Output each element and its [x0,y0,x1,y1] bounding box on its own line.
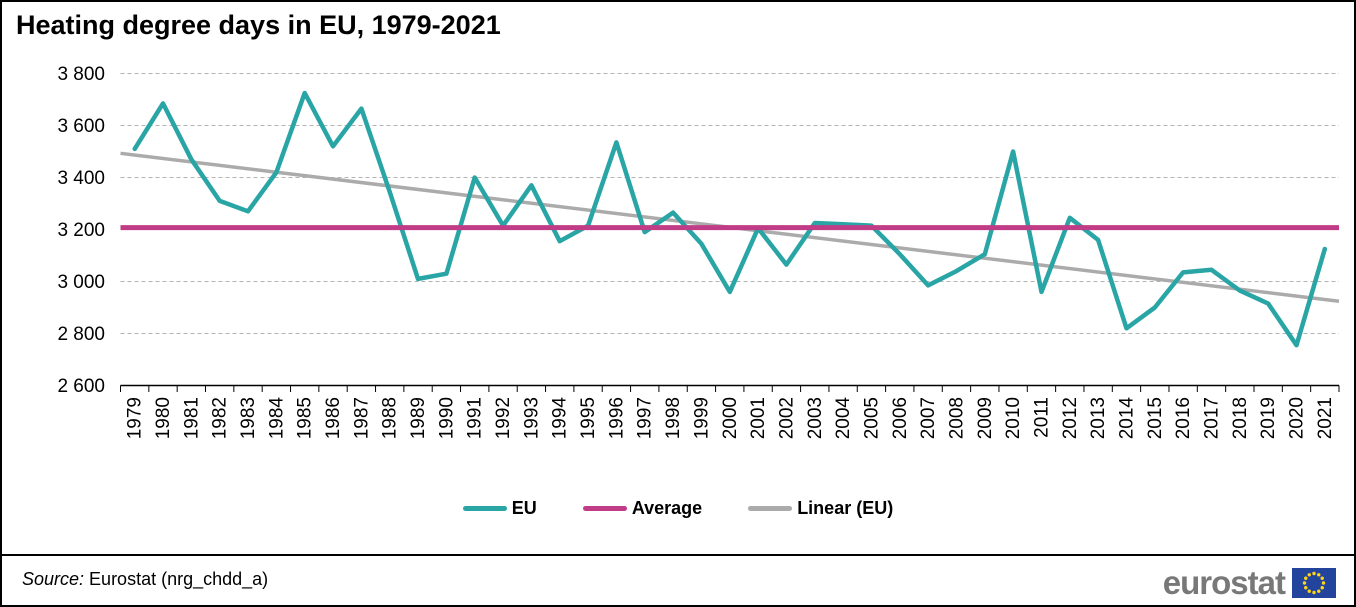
source-note: Source: Eurostat (nrg_chdd_a) [22,569,268,590]
chart-legend: EU Average Linear (EU) [2,498,1354,519]
x-tick-label: 2019 [1258,397,1279,439]
legend-item: Linear (EU) [748,498,893,519]
x-tick-label: 2001 [748,397,769,439]
x-tick-label: 2010 [1003,397,1024,439]
x-tick-label: 1994 [550,397,571,440]
x-tick-label: 1993 [521,397,542,439]
y-tick-label: 2 800 [57,324,105,345]
x-tick-label: 2008 [946,397,967,439]
x-tick-label: 2016 [1173,397,1194,439]
x-tick-label: 2000 [720,397,741,439]
y-tick-label: 3 600 [57,116,105,137]
x-tick-label: 2020 [1287,397,1308,439]
x-tick-marks [120,385,1340,392]
x-tick-label: 1986 [323,397,344,439]
x-tick-label: 1983 [238,397,259,439]
legend-label-average: Average [631,498,703,518]
source-dataset: Eurostat (nrg_chdd_a) [89,569,269,589]
x-tick-label: 1987 [351,397,372,439]
legend-item: EU [462,498,537,519]
x-tick-label: 1997 [635,397,656,439]
legend-label-linear: Linear (EU) [797,498,894,518]
x-tick-label: 1991 [465,397,486,439]
x-tick-label: 1984 [266,397,287,440]
x-tick-label: 2015 [1145,397,1166,439]
x-tick-label: 2014 [1117,397,1138,440]
footer: Source: Eurostat (nrg_chdd_a) eurostat [2,554,1354,605]
flag-star [1317,589,1321,593]
x-tick-label: 1990 [436,397,457,439]
x-tick-label: 1999 [691,397,712,439]
flag-star [1304,576,1308,580]
flag-star [1307,573,1311,577]
flag-star [1317,573,1321,577]
eurostat-logo-text: eurostat [1162,564,1286,601]
flag-star [1320,586,1324,590]
y-tick-label: 3 000 [57,272,105,293]
x-tick-label: 1980 [153,397,174,439]
x-tick-label: 2006 [890,397,911,439]
x-tick-label: 2012 [1060,397,1081,439]
x-tick-label: 2013 [1088,397,1109,439]
x-tick-label: 2004 [833,397,854,440]
x-tick-label: 2002 [776,397,797,439]
x-tick-label: 2005 [861,397,882,439]
y-axis-labels: 2 600 2 800 3 000 3 200 3 400 3 600 3 800 [57,64,105,397]
flag-star [1320,576,1324,580]
x-tick-label: 2017 [1202,397,1223,439]
flag-star [1312,571,1316,576]
x-tick-label: 1989 [408,397,429,439]
legend-label-eu: EU [511,498,537,518]
x-tick-label: 1981 [181,397,202,439]
x-tick-label: 1996 [606,397,627,439]
y-tick-label: 2 600 [57,376,105,397]
eu-flag-icon [1292,568,1336,598]
x-tick-label: 1985 [295,397,316,439]
y-tick-label: 3 800 [57,64,105,85]
series-eu-line [132,90,1328,348]
x-tick-label: 2003 [805,397,826,439]
x-tick-label: 1982 [210,397,231,439]
x-tick-label: 2009 [975,397,996,439]
source-label: Source: [22,569,85,589]
flag-star [1302,581,1307,585]
chart-title: Heating degree days in EU, 1979-2021 [16,10,501,40]
x-tick-label: 1995 [578,397,599,439]
x-tick-label: 1998 [663,397,684,439]
x-tick-label: 1988 [380,397,401,439]
x-tick-label: 2021 [1315,397,1336,439]
legend-swatch-average [582,506,627,511]
flag-star [1307,589,1311,593]
x-tick-label: 1979 [125,397,146,439]
x-tick-label: 2011 [1032,397,1053,438]
x-tick-label: 2007 [918,397,939,439]
flag-star [1304,586,1308,590]
legend-swatch-eu [462,506,507,511]
y-tick-label: 3 400 [57,168,105,189]
eurostat-logo: eurostat [1163,564,1336,602]
legend-swatch-linear [748,506,793,511]
x-tick-label: 1992 [493,397,514,439]
legend-item: Average [582,498,703,519]
x-axis-labels: 1979 1980 1981 1982 1983 1984 1985 1986 1987 1988… [125,397,1336,440]
flag-star [1312,590,1316,595]
y-tick-label: 3 200 [57,220,105,241]
flag-star [1321,581,1326,585]
eu-flag-stars [1302,571,1326,595]
x-tick-label: 2018 [1230,397,1251,439]
